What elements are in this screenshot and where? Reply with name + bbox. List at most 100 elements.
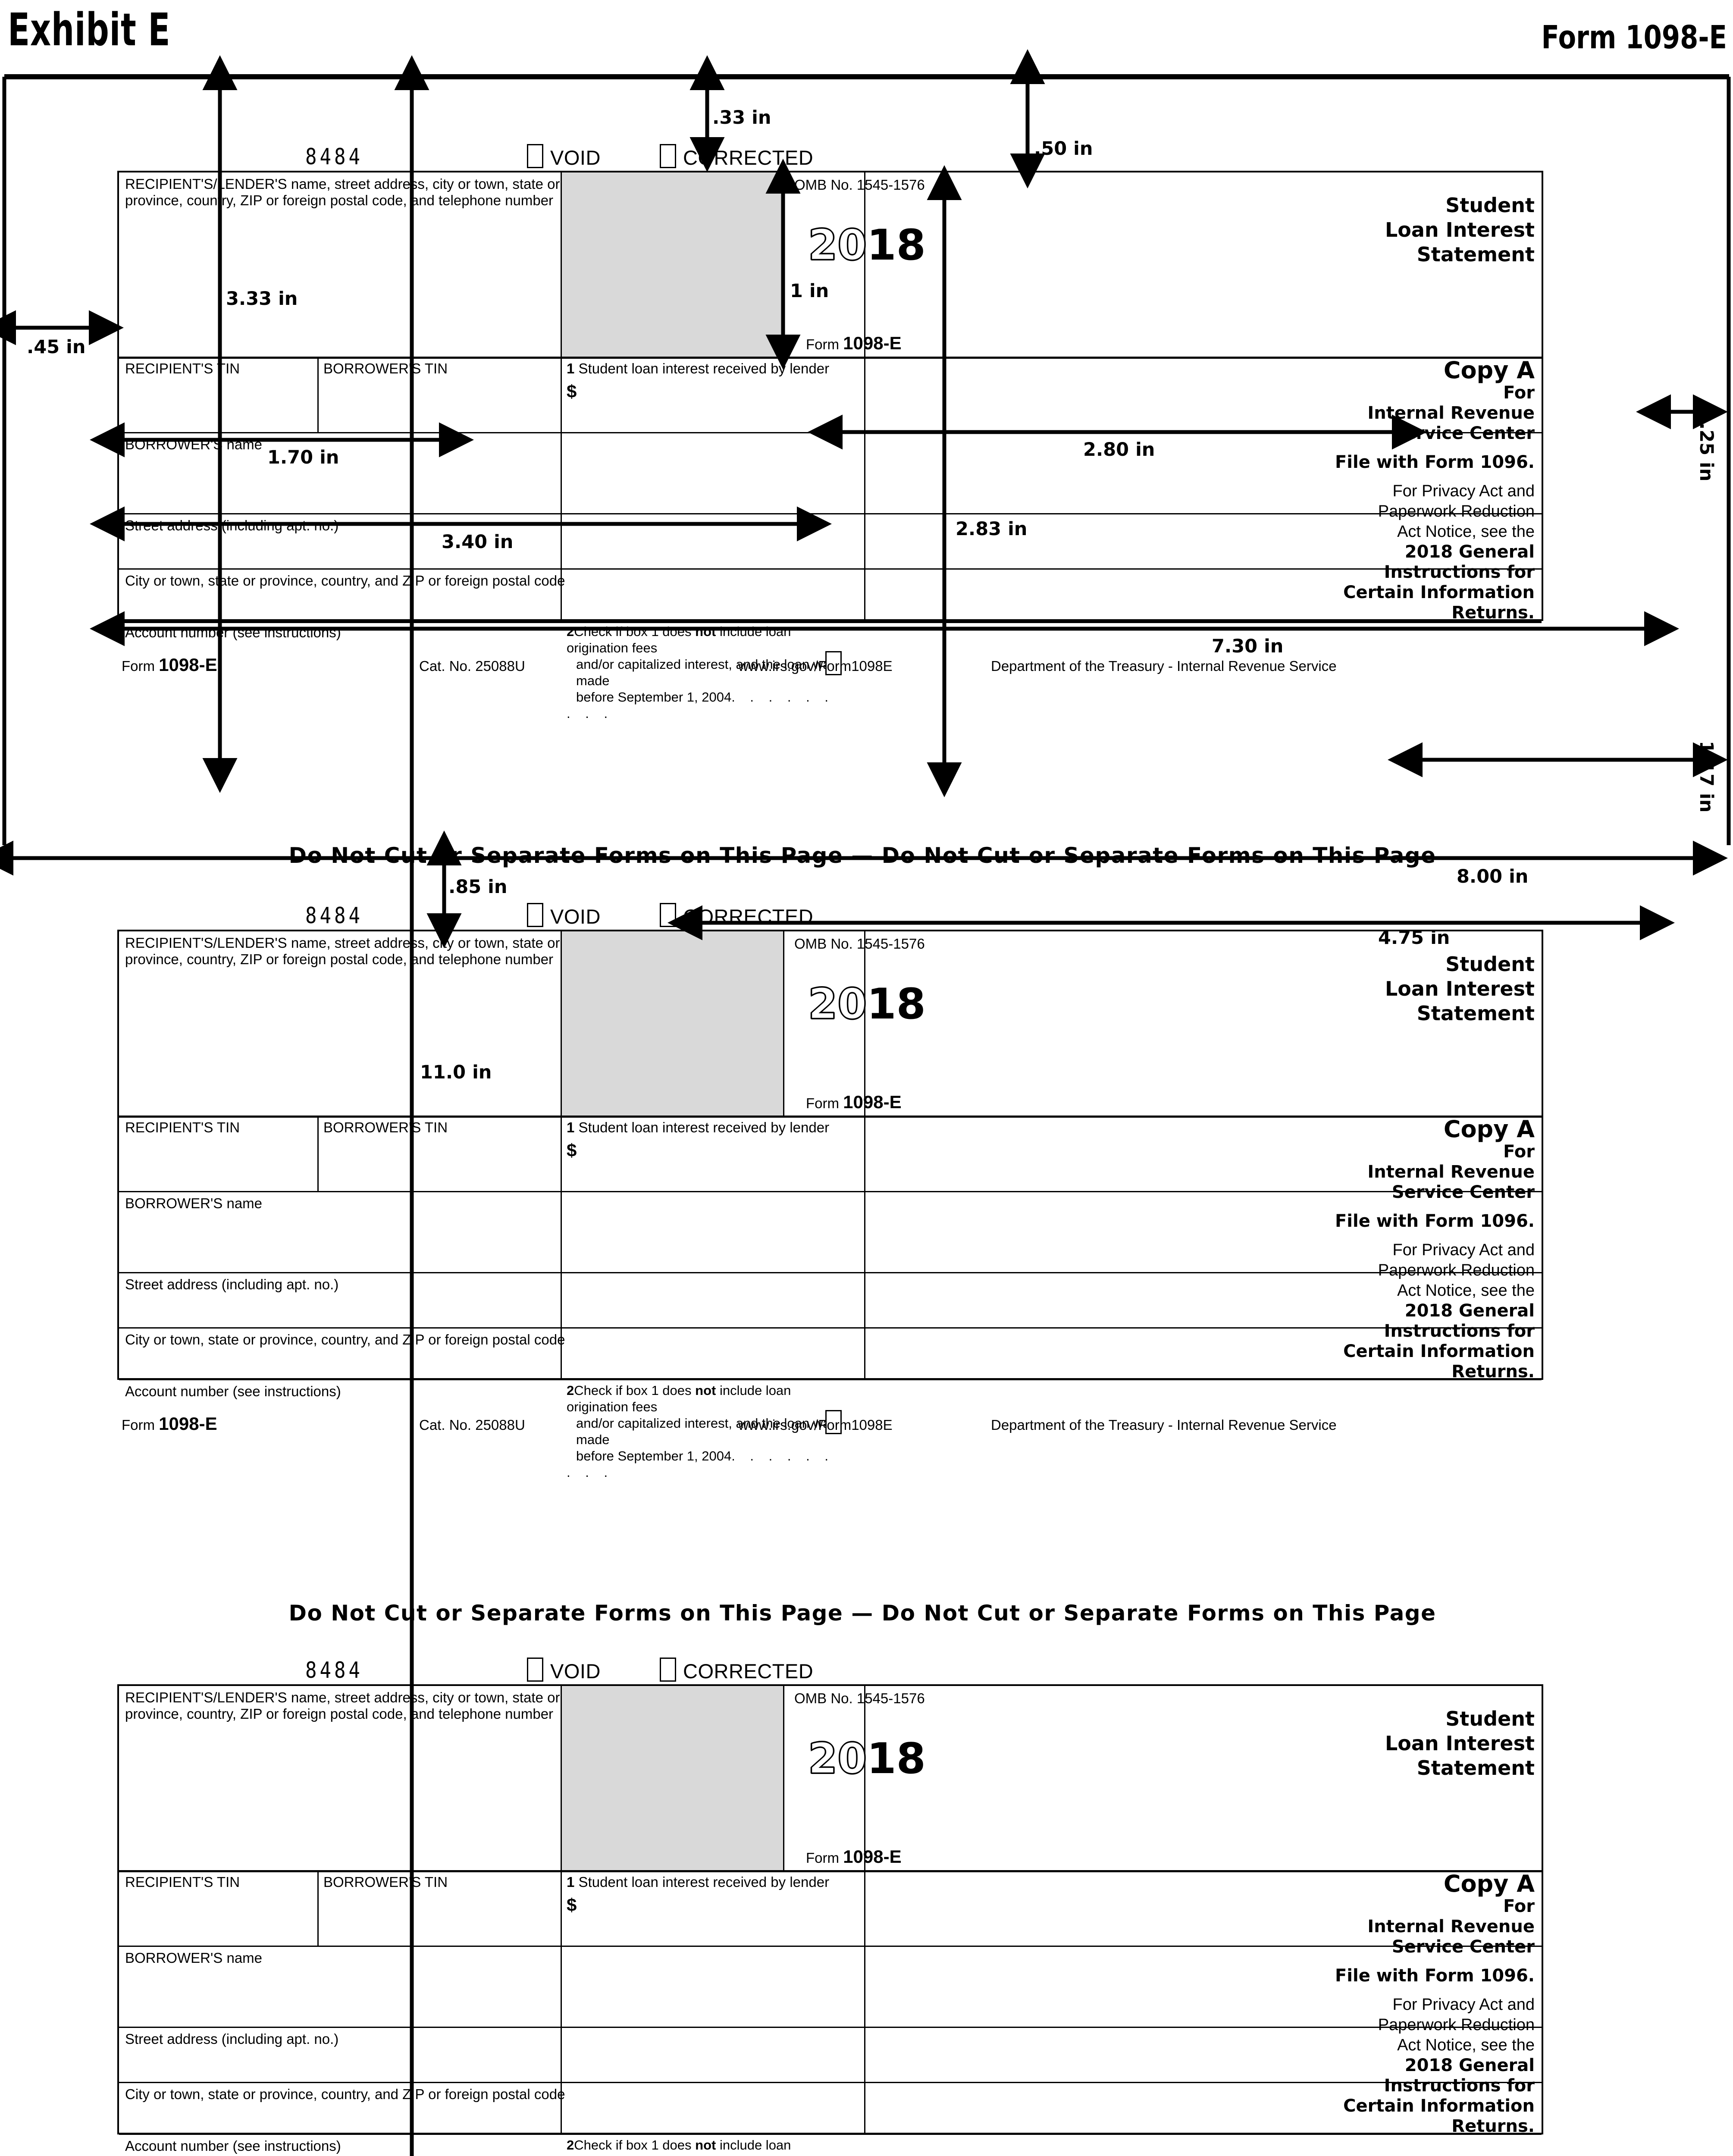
rule-h-1 — [119, 1870, 1542, 1872]
dollar-sign: $ — [567, 381, 577, 401]
corrected-checkbox[interactable] — [660, 903, 676, 927]
box2-checkbox[interactable] — [825, 1410, 842, 1434]
rule-h-4c — [119, 568, 1542, 570]
box2-line1-a: Check if box 1 does — [574, 2137, 696, 2153]
dollar-sign: $ — [567, 1895, 577, 1915]
foot-form-prefix: Form — [122, 1417, 155, 1433]
box2-line2: and/or capitalized interest, and the loa… — [576, 1416, 837, 1447]
dimension-label-033: .33 in — [712, 107, 771, 128]
corrected-label: CORRECTED — [683, 1660, 814, 1683]
street-address-label: Street address (including apt. no.) — [125, 517, 339, 533]
rule-h-acct — [119, 1379, 1542, 1380]
box2-not: not — [695, 624, 716, 639]
copy-gen-line1: 2018 General — [1404, 2056, 1535, 2075]
statement-line3: Statement — [1416, 243, 1535, 266]
copy-privacy-line2: Paperwork Reduction — [1378, 2016, 1535, 2034]
foot-url: www.irs.gov/Form1098E — [738, 658, 893, 674]
ocr-scanline-number: 8484 — [305, 144, 363, 170]
shaded-block — [561, 1686, 783, 1870]
copy-gen-line2: Instructions for — [1384, 1321, 1535, 1341]
rule-v-omb — [783, 172, 784, 357]
dimension-label-045: .45 in — [27, 336, 86, 358]
box1-label: Student loan interest received by lender — [578, 360, 830, 376]
rule-v-tin — [317, 1116, 319, 1191]
rule-v-tin — [317, 1870, 319, 1946]
copy-irs-line1: Internal Revenue — [1367, 403, 1535, 423]
omb-number: OMB No. 1545-1576 — [794, 1690, 925, 1706]
rule-v-omb — [783, 1686, 784, 1870]
foot-department: Department of the Treasury - Internal Re… — [991, 1417, 1337, 1433]
statement-line1: Student — [1445, 1707, 1535, 1730]
recipient-lender-line1: RECIPIENT'S/LENDER'S name, street addres… — [125, 935, 560, 951]
copy-privacy-line3: Act Notice, see the — [1397, 523, 1535, 541]
rule-h-4 — [119, 2082, 1542, 2083]
year-prefix: 20 — [807, 220, 867, 271]
foot-form-number: 1098-E — [159, 655, 217, 675]
box2-checkbox[interactable] — [825, 651, 842, 675]
copy-privacy-line2: Paperwork Reduction — [1378, 1261, 1535, 1279]
account-number-label: Account number (see instructions) — [125, 2138, 341, 2154]
copy-for: For — [1503, 383, 1535, 403]
omb-number: OMB No. 1545-1576 — [794, 936, 925, 952]
recipient-lender-line1: RECIPIENT'S/LENDER'S name, street addres… — [125, 176, 560, 192]
copy-for: For — [1503, 1896, 1535, 1916]
recipient-lender-line2: province, country, ZIP or foreign postal… — [125, 192, 554, 208]
copy-file-1096: File with Form 1096. — [1335, 452, 1535, 472]
recipient-tin-label: RECIPIENT'S TIN — [125, 360, 240, 376]
copy-gen-line3: Certain Information — [1343, 583, 1535, 602]
omb-number: OMB No. 1545-1576 — [794, 177, 925, 193]
copy-privacy-line1: For Privacy Act and — [1392, 482, 1535, 500]
borrower-tin-label: BORROWER'S TIN — [323, 1874, 448, 1890]
void-checkbox[interactable] — [527, 1658, 543, 1682]
dimension-label-730: 7.30 in — [1212, 636, 1284, 657]
box2-line1-c: include loan origination fees — [567, 2137, 791, 2156]
copy-gen-line3: Certain Information — [1343, 2096, 1535, 2116]
street-address-label: Street address (including apt. no.) — [125, 1276, 339, 1292]
form-number-title: Form 1098-E — [1541, 19, 1727, 56]
year-suffix: 18 — [867, 980, 926, 1029]
statement-line2: Loan Interest — [1385, 218, 1535, 241]
copy-gen-line2: Instructions for — [1384, 562, 1535, 582]
box2-line3: before September 1, 2004 — [576, 689, 732, 705]
dimension-label-117: 1.17 in — [1695, 741, 1717, 813]
statement-line2: Loan Interest — [1385, 977, 1535, 1000]
ocr-scanline-number: 8484 — [305, 1658, 363, 1684]
box2-not: not — [695, 2137, 716, 2153]
box1-label: Student loan interest received by lender — [578, 1119, 830, 1135]
street-address-label: Street address (including apt. no.) — [125, 2031, 339, 2047]
copy-privacy-line3: Act Notice, see the — [1397, 1282, 1535, 1300]
borrower-name-label: BORROWER'S name — [125, 1950, 263, 1966]
void-checkbox[interactable] — [527, 144, 543, 168]
copy-irs-line2: Service Center — [1391, 423, 1535, 443]
recipient-tin-label: RECIPIENT'S TIN — [125, 1874, 240, 1890]
box2-number: 2 — [567, 1383, 574, 1398]
void-checkbox[interactable] — [527, 903, 543, 927]
statement-line1: Student — [1445, 194, 1535, 217]
rule-v-copy — [864, 1686, 865, 2133]
tax-year: 2018 — [807, 979, 926, 1030]
statement-line3: Statement — [1416, 1756, 1535, 1780]
box2-not: not — [695, 1383, 716, 1398]
void-label: VOID — [550, 146, 601, 169]
corrected-checkbox[interactable] — [660, 1658, 676, 1682]
corrected-checkbox[interactable] — [660, 144, 676, 168]
borrower-tin-label: BORROWER'S TIN — [323, 1119, 448, 1135]
copy-privacy-line3: Act Notice, see the — [1397, 2036, 1535, 2054]
form-tag-prefix: Form — [806, 1095, 839, 1111]
rule-h-1 — [119, 1116, 1542, 1118]
recipient-tin-label: RECIPIENT'S TIN — [125, 1119, 240, 1135]
rule-v-omb — [783, 931, 784, 1116]
copy-gen-line4: Returns. — [1451, 2116, 1535, 2136]
copy-gen-line4: Returns. — [1451, 1362, 1535, 1382]
recipient-lender-line1: RECIPIENT'S/LENDER'S name, street addres… — [125, 1689, 560, 1705]
dimension-label-800: 8.00 in — [1457, 866, 1529, 887]
dimension-label-085: .85 in — [448, 876, 508, 898]
copy-gen-line1: 2018 General — [1404, 1301, 1535, 1321]
copy-irs-line1: Internal Revenue — [1367, 1162, 1535, 1182]
rule-v-mid — [561, 931, 562, 1378]
foot-url: www.irs.gov/Form1098E — [738, 1417, 893, 1433]
copy-gen-line2: Instructions for — [1384, 2076, 1535, 2096]
box2-leader-dots: . . . . . . . . . — [567, 1448, 834, 1480]
void-label: VOID — [550, 1660, 601, 1683]
void-corrected-row: 8484 VOID CORRECTED — [117, 1656, 1543, 1684]
